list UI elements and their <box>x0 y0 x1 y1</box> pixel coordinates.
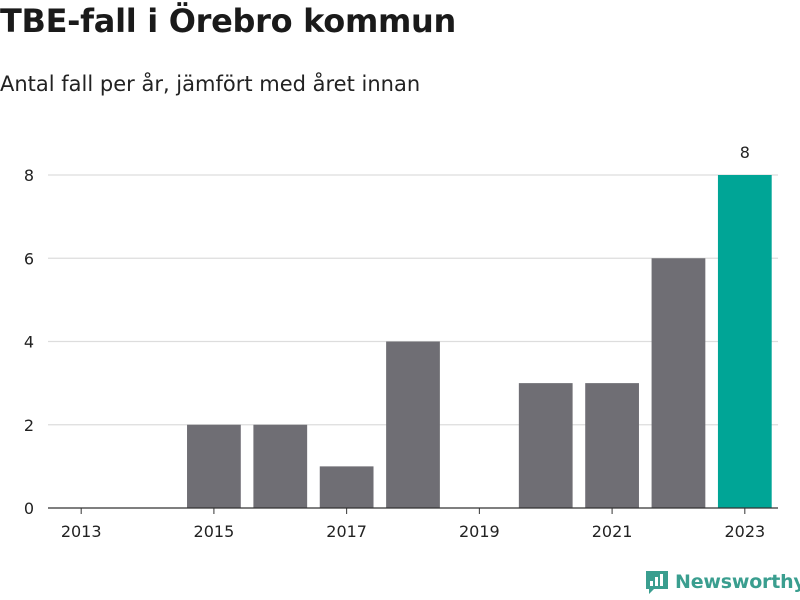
x-tick-label: 2019 <box>459 522 500 541</box>
newsworthy-logo-icon <box>646 571 668 594</box>
bar <box>319 466 374 508</box>
x-tick-label: 2017 <box>326 522 367 541</box>
data-labels: 8 <box>740 143 750 162</box>
bar <box>386 341 440 508</box>
bar <box>253 424 308 508</box>
bars <box>187 175 772 508</box>
bar <box>651 258 706 508</box>
chart-title: TBE-fall i Örebro kommun <box>0 2 457 40</box>
y-tick-label: 4 <box>24 333 34 352</box>
x-axis-labels: 2013 2015 2017 2019 2021 2023 <box>61 508 765 541</box>
chart-subtitle: Antal fall per år, jämfört med året inna… <box>0 72 421 96</box>
y-tick-label: 6 <box>24 249 34 268</box>
bar <box>518 383 573 508</box>
newsworthy-logo: Newsworthy <box>644 569 800 595</box>
y-axis-labels: 0 2 4 6 8 <box>24 166 34 518</box>
y-tick-label: 8 <box>24 166 34 185</box>
bar <box>187 424 241 508</box>
bar <box>585 383 639 508</box>
newsworthy-logo-text: Newsworthy <box>675 571 800 593</box>
x-tick-label: 2015 <box>194 522 235 541</box>
y-tick-label: 2 <box>24 416 34 435</box>
x-tick-label: 2023 <box>724 522 765 541</box>
data-label: 8 <box>740 143 750 162</box>
x-tick-label: 2021 <box>592 522 633 541</box>
y-tick-label: 0 <box>24 499 34 518</box>
x-tick-label: 2013 <box>61 522 102 541</box>
bar <box>717 175 772 508</box>
